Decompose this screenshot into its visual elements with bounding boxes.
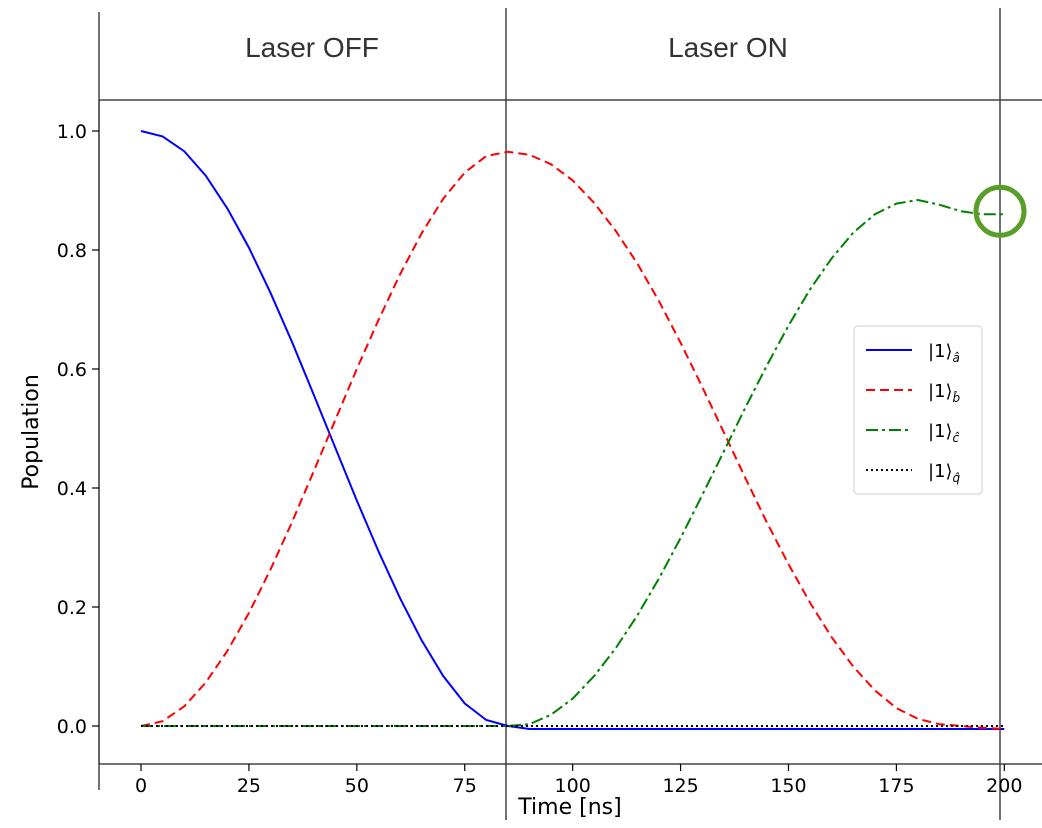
- legend-label: |1⟩â: [928, 341, 960, 365]
- laser-on-label: Laser ON: [668, 32, 788, 63]
- x-tick-label: 50: [345, 775, 369, 797]
- series-line-0: [140, 130, 1005, 730]
- x-tick-label: 150: [770, 775, 806, 797]
- x-tick-label: 0: [135, 775, 147, 797]
- legend-label: |1⟩ĉ: [928, 421, 960, 445]
- highlight-circle-annotation: [973, 184, 1027, 238]
- x-tick-label: 125: [662, 775, 698, 797]
- x-tick-label: 25: [237, 775, 261, 797]
- y-tick-label: 0.8: [57, 240, 87, 262]
- x-tick-label: 100: [555, 775, 591, 797]
- y-tick-label: 0.4: [57, 478, 87, 500]
- y-axis-title: Population: [19, 374, 44, 490]
- x-tick-label: 175: [878, 775, 914, 797]
- y-tick-label: 0.2: [57, 597, 87, 619]
- legend-label: |1⟩q̂: [928, 461, 961, 485]
- legend-box: [853, 325, 983, 495]
- y-tick-label: 0.0: [57, 716, 87, 738]
- series-group: [140, 130, 1005, 730]
- laser-off-label: Laser OFF: [245, 32, 379, 63]
- y-tick-label: 1.0: [57, 121, 87, 143]
- y-ticks: 0.0 0.2 0.4 0.6 0.8 1.0: [57, 121, 99, 738]
- y-tick-label: 0.6: [57, 359, 87, 381]
- x-ticks: 0 25 50 75 100 125 150 175 200: [135, 764, 1022, 797]
- series-line-2: [141, 198, 1005, 727]
- x-tick-label: 200: [986, 775, 1022, 797]
- legend: |1⟩â |1⟩b̂ |1⟩ĉ |1⟩q̂: [853, 325, 983, 495]
- x-axis-title: Time [ns]: [517, 795, 621, 820]
- series-line-1: [140, 150, 1005, 730]
- x-tick-label: 75: [453, 775, 477, 797]
- legend-label: |1⟩b̂: [928, 381, 961, 405]
